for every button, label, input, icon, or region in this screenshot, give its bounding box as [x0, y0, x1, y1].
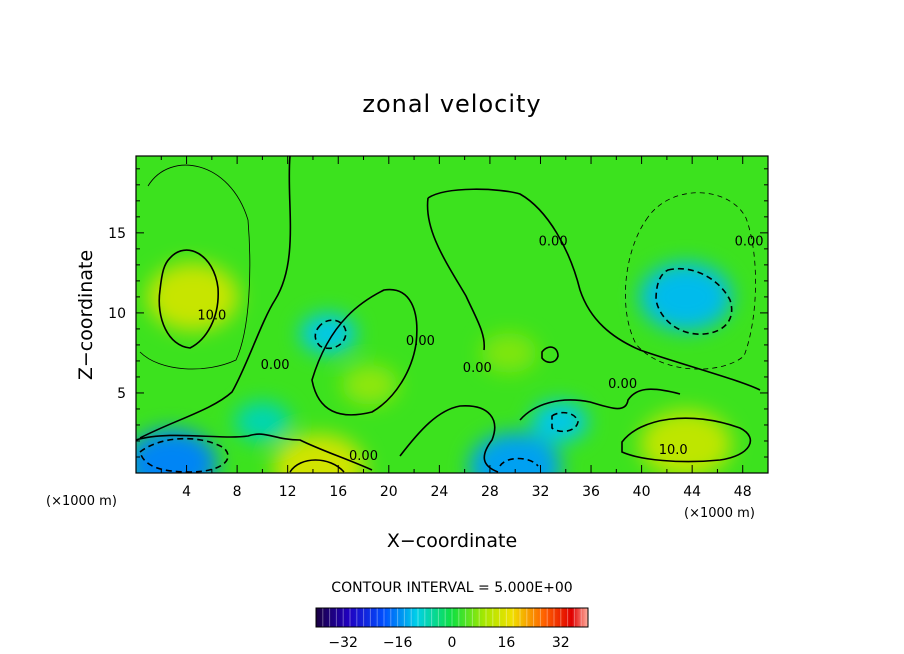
chart-title: zonal velocity [362, 90, 541, 118]
x-tick-label-4: 20 [380, 484, 398, 500]
contour-zero-upper-mid [426, 188, 761, 391]
field-maximum-4 [480, 332, 537, 373]
x-tick-label-10: 44 [683, 484, 701, 500]
contour-label-4: 0.00 [539, 235, 568, 250]
x-unit-label-left: (×1000 m) [46, 494, 117, 509]
colorbar-ticks: −32 −16 0 16 32 [328, 635, 569, 651]
contour-plus10-bottom-right [621, 417, 752, 463]
x-tick-label-6: 28 [481, 484, 499, 500]
y-tick-label-2: 15 [108, 226, 126, 242]
x-tick-label-8: 36 [582, 484, 600, 500]
field-minimum-7 [136, 429, 218, 473]
contour-zero-bottom [136, 388, 681, 473]
colorbar-tick-label-3: 16 [497, 635, 515, 651]
field-maximum-3 [341, 364, 398, 405]
plot-frame [135, 155, 769, 474]
contour-label-0: 10.0 [197, 308, 226, 323]
field-minimum-10 [234, 401, 291, 442]
colorbar-stripes [322, 608, 582, 627]
contour-lines [136, 156, 761, 473]
contour-minus10-small [551, 411, 579, 433]
contour-minus5-right [625, 192, 756, 370]
contour-label-2: 0.00 [406, 334, 435, 349]
contour-minus10-bottom-mid [499, 457, 539, 467]
colorbar-tick-label-1: −16 [383, 635, 413, 651]
contour-labels: 10.0 0.00 0.00 0.00 0.00 0.00 0.00 0.00 10.0 [197, 235, 763, 465]
x-tick-label-9: 40 [633, 484, 651, 500]
contour-zero-left [139, 156, 292, 439]
contour-zero-center [311, 288, 418, 416]
x-unit-label-right: (×1000 m) [684, 506, 755, 521]
contour-small-loop [541, 346, 559, 364]
contour-label-3: 0.00 [463, 361, 492, 376]
y-axis-ticks: 5 10 15 [108, 168, 768, 458]
field-minimum-8 [469, 432, 562, 473]
x-tick-label-11: 48 [734, 484, 752, 500]
y-tick-label-0: 5 [117, 386, 126, 402]
contour-plus5-left [139, 164, 251, 370]
contour-label-5: 0.00 [735, 235, 764, 250]
x-tick-label-3: 16 [329, 484, 347, 500]
field-minimum-5 [639, 262, 732, 331]
field-maximum-2 [273, 434, 366, 473]
colorbar-tick-label-4: 32 [552, 635, 570, 651]
field-maximum-1 [639, 410, 732, 473]
colorbar-tick-label-0: −32 [328, 635, 358, 651]
contour-label-6: 0.00 [608, 377, 637, 392]
y-tick-label-1: 10 [108, 306, 126, 322]
contour-minus10-bottom-left [139, 437, 229, 473]
colorbar [316, 608, 588, 627]
contour-label-8: 10.0 [659, 443, 688, 458]
field-minimum-9 [531, 401, 588, 442]
x-tick-label-0: 4 [182, 484, 191, 500]
x-axis-label: X−coordinate [387, 530, 517, 552]
contour-minus10-right [655, 267, 733, 335]
x-tick-label-7: 32 [532, 484, 550, 500]
x-tick-label-5: 24 [430, 484, 448, 500]
x-tick-label-1: 8 [233, 484, 242, 500]
contour-interval-text: CONTOUR INTERVAL = 5.000E+00 [331, 580, 572, 596]
y-axis-label: Z−coordinate [75, 250, 97, 380]
field-minimum-6 [300, 313, 357, 354]
contour-minus10-mid [314, 319, 347, 350]
x-tick-label-2: 12 [279, 484, 297, 500]
colorbar-tick-label-2: 0 [448, 635, 457, 651]
contour-plus10-bottom-mid [289, 459, 345, 473]
contour-field: 10.0 0.00 0.00 0.00 0.00 0.00 0.00 0.00 10.0 [136, 156, 768, 473]
colorbar-frame [315, 607, 589, 628]
contour-plus10-left [158, 249, 219, 349]
x-axis-ticks: 4 8 12 16 20 24 28 32 36 40 44 48 [160, 156, 752, 500]
contour-label-1: 0.00 [261, 358, 290, 373]
contour-label-7: 0.00 [349, 449, 378, 464]
